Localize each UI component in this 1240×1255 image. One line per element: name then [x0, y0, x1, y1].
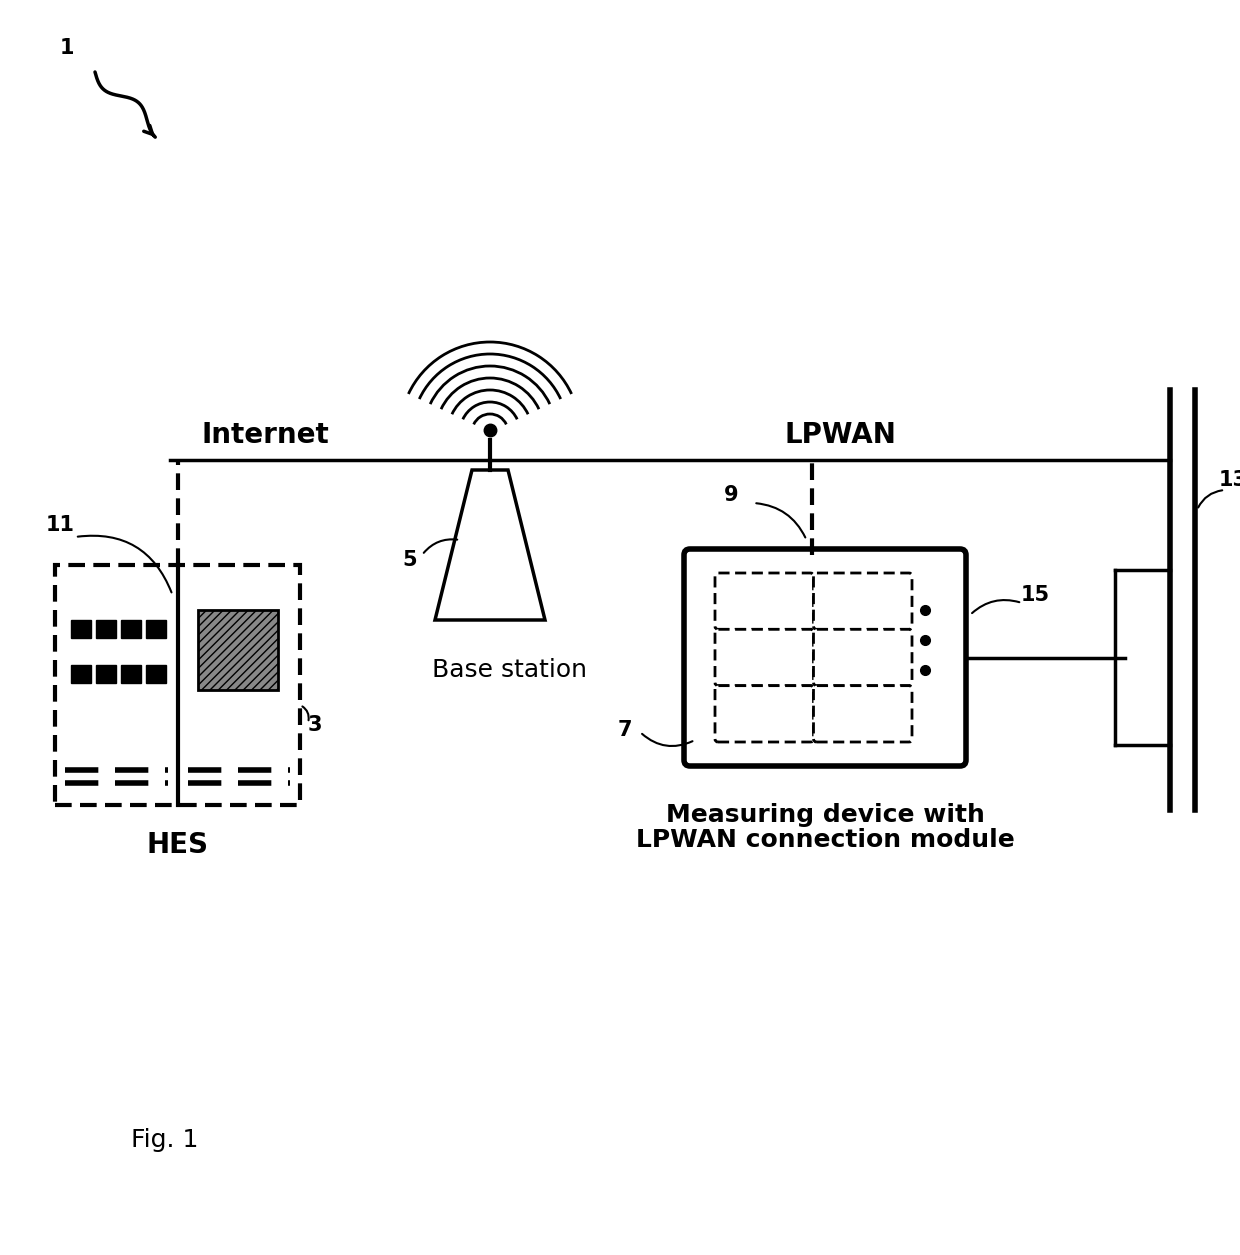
Bar — [71, 665, 92, 683]
Bar — [146, 665, 166, 683]
Text: 15: 15 — [1021, 585, 1049, 605]
Text: HES: HES — [146, 831, 208, 858]
Bar — [122, 665, 141, 683]
Bar — [97, 665, 117, 683]
Bar — [146, 620, 166, 638]
FancyBboxPatch shape — [813, 685, 911, 742]
Text: 3: 3 — [308, 715, 322, 735]
Text: LPWAN connection module: LPWAN connection module — [636, 828, 1014, 852]
Text: 13: 13 — [1219, 471, 1240, 489]
FancyBboxPatch shape — [715, 574, 813, 629]
Text: 5: 5 — [403, 550, 418, 570]
Bar — [97, 620, 117, 638]
Text: 1: 1 — [60, 38, 74, 58]
FancyBboxPatch shape — [55, 565, 300, 804]
Text: 7: 7 — [618, 720, 632, 740]
Text: LPWAN: LPWAN — [784, 420, 897, 449]
Bar — [71, 620, 92, 638]
FancyBboxPatch shape — [197, 610, 278, 690]
Text: 11: 11 — [46, 515, 74, 535]
FancyBboxPatch shape — [813, 574, 911, 629]
FancyBboxPatch shape — [684, 548, 966, 766]
Text: Base station: Base station — [433, 658, 588, 681]
Text: Fig. 1: Fig. 1 — [131, 1128, 198, 1152]
Text: Internet: Internet — [201, 420, 329, 449]
Text: 9: 9 — [724, 484, 739, 505]
FancyBboxPatch shape — [715, 685, 813, 742]
FancyBboxPatch shape — [813, 629, 911, 685]
Text: Measuring device with: Measuring device with — [666, 803, 985, 827]
Bar — [122, 620, 141, 638]
FancyBboxPatch shape — [715, 629, 813, 685]
